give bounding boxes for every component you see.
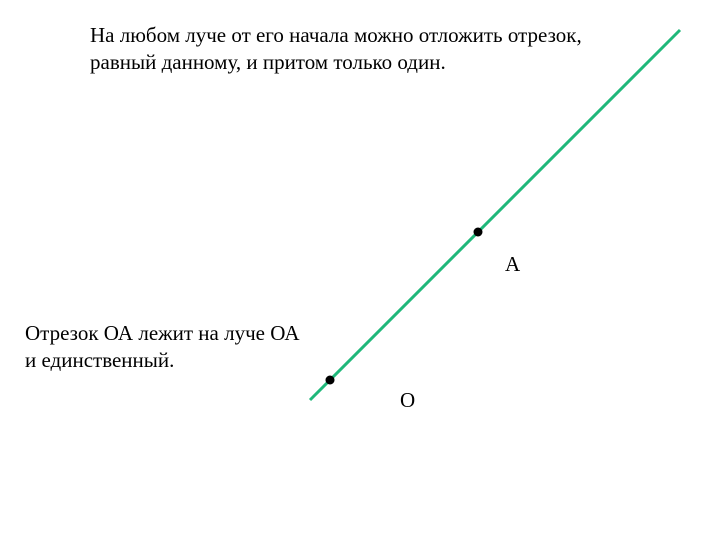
label-a: А: [505, 252, 520, 277]
point-o-dot: [326, 376, 335, 385]
ray-line: [310, 30, 680, 400]
theorem-title: На любом луче от его начала можно отложи…: [90, 22, 630, 77]
geometry-diagram: [0, 0, 720, 540]
label-o: О: [400, 388, 415, 413]
point-a-dot: [474, 228, 483, 237]
caption-text: Отрезок ОА лежит на луче ОА и единственн…: [25, 320, 305, 375]
